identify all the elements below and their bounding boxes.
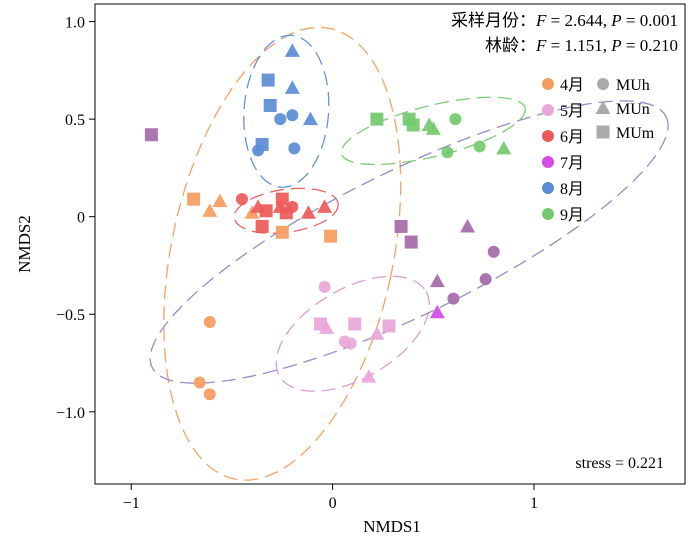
point-6月-MUn bbox=[300, 205, 316, 219]
point-8月-MUh bbox=[252, 144, 265, 157]
legend-month-marker bbox=[542, 104, 554, 116]
legend-type-label: MUn bbox=[616, 101, 650, 118]
point-7月-MUh bbox=[479, 273, 492, 286]
legend-type-marker bbox=[597, 78, 609, 90]
point-4月-MUm bbox=[187, 192, 201, 206]
legend-month-label: 5月 bbox=[560, 103, 584, 120]
point-5月-MUn bbox=[319, 320, 335, 334]
point-9月-MUh bbox=[449, 113, 462, 126]
point-7月-MUm bbox=[144, 128, 158, 142]
point-7月-MUm bbox=[394, 219, 408, 233]
ellipse-4月 bbox=[163, 26, 402, 481]
point-9月-MUh bbox=[473, 140, 486, 153]
data-points bbox=[144, 43, 512, 401]
point-9月-MUm bbox=[406, 118, 420, 132]
legend-month-label: 7月 bbox=[560, 155, 584, 172]
legend-type-label: MUm bbox=[616, 125, 655, 142]
stress-annotation: stress = 0.221 bbox=[575, 455, 664, 472]
legend-month-label: 8月 bbox=[560, 181, 584, 198]
point-9月-MUn bbox=[496, 140, 512, 155]
point-6月-MUh bbox=[235, 193, 248, 206]
y-tick-label: 0.5 bbox=[65, 112, 85, 129]
point-4月-MUh bbox=[203, 388, 216, 401]
stats-line-age: 林龄：F = 1.151, P = 0.210 bbox=[485, 36, 678, 55]
point-5月-MUm bbox=[382, 319, 396, 333]
point-5月-MUn bbox=[361, 369, 377, 383]
point-8月-MUn bbox=[284, 43, 300, 57]
point-7月-MUm bbox=[404, 235, 418, 249]
point-7月-MUh bbox=[487, 245, 500, 258]
point-8月-MUn bbox=[284, 80, 300, 94]
y-tick-label: −0.5 bbox=[56, 307, 85, 324]
legend-month-label: 4月 bbox=[560, 77, 584, 94]
x-tick-label: 1 bbox=[530, 495, 538, 512]
ellipse-9月 bbox=[340, 96, 526, 166]
point-4月-MUh bbox=[203, 316, 216, 329]
point-8月-MUh bbox=[288, 142, 301, 155]
point-6月-MUm bbox=[255, 219, 269, 233]
axes: −1 0 1 1.0 0.5 0 −0.5 −1.0 bbox=[56, 15, 538, 512]
point-4月-MUm bbox=[324, 229, 338, 243]
point-5月-MUh bbox=[344, 337, 357, 350]
legend-month-marker bbox=[542, 182, 554, 194]
point-8月-MUn bbox=[302, 111, 318, 126]
legend-type-label: MUh bbox=[616, 77, 650, 94]
y-tick-label: 1.0 bbox=[65, 15, 85, 32]
y-tick-label: −1.0 bbox=[56, 405, 85, 422]
x-axis-label: NMDS1 bbox=[363, 517, 421, 536]
stats-annotation: 采样月份：F = 2.644, P = 0.001 林龄：F = 1.151, … bbox=[451, 11, 678, 55]
point-8月-MUm bbox=[261, 73, 275, 87]
legend-month-label: 9月 bbox=[560, 207, 584, 224]
point-9月-MUm bbox=[370, 112, 384, 126]
point-7月-MUn bbox=[460, 218, 476, 233]
x-tick-label: −1 bbox=[123, 495, 140, 512]
legend-month-marker bbox=[542, 130, 554, 142]
legend-month-marker bbox=[542, 78, 554, 90]
legend-type-marker bbox=[595, 100, 611, 114]
point-6月-MUn bbox=[272, 199, 288, 213]
point-6月-MUn bbox=[250, 199, 266, 213]
confidence-ellipses bbox=[149, 26, 669, 481]
plot-frame bbox=[94, 3, 686, 485]
point-4月-MUn bbox=[212, 193, 228, 208]
y-tick-label: 0 bbox=[77, 210, 85, 227]
point-4月-MUn bbox=[202, 203, 218, 217]
y-axis-label: NMDS2 bbox=[15, 215, 34, 273]
point-4月-MUh bbox=[193, 376, 206, 389]
x-tick-label: 0 bbox=[329, 495, 337, 512]
point-8月-MUh bbox=[274, 113, 287, 126]
point-5月-MUm bbox=[348, 317, 362, 331]
ellipse-5月 bbox=[275, 275, 431, 392]
point-4月-MUm bbox=[275, 225, 289, 239]
point-9月-MUh bbox=[441, 146, 454, 159]
point-8月-MUm bbox=[263, 98, 277, 112]
point-7月-MUn bbox=[429, 273, 445, 288]
ellipse-7月 bbox=[149, 100, 669, 384]
point-8月-MUh bbox=[286, 109, 299, 122]
ellipse-8月 bbox=[243, 34, 330, 188]
point-6月-MUn bbox=[317, 199, 333, 213]
stats-line-month: 采样月份：F = 2.644, P = 0.001 bbox=[451, 11, 678, 30]
legend-type-marker bbox=[596, 125, 610, 139]
point-7月-MUh bbox=[447, 292, 460, 305]
point-5月-MUn bbox=[369, 326, 385, 340]
point-5月-MUh bbox=[318, 280, 331, 293]
legend: 4月 5月 6月 7月 8月 9月 MUh MUn MUm bbox=[542, 77, 655, 224]
ellipse-6月 bbox=[233, 187, 339, 234]
legend-month-label: 6月 bbox=[560, 129, 584, 146]
legend-month-marker bbox=[542, 208, 554, 220]
point-7月-MUn bbox=[429, 304, 445, 319]
point-6月-MUm bbox=[259, 204, 273, 218]
point-9月-MUn bbox=[425, 121, 441, 135]
legend-month-marker bbox=[542, 156, 554, 168]
